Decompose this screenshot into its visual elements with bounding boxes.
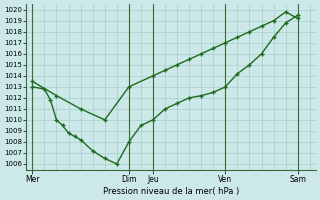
- X-axis label: Pression niveau de la mer( hPa ): Pression niveau de la mer( hPa ): [103, 187, 239, 196]
